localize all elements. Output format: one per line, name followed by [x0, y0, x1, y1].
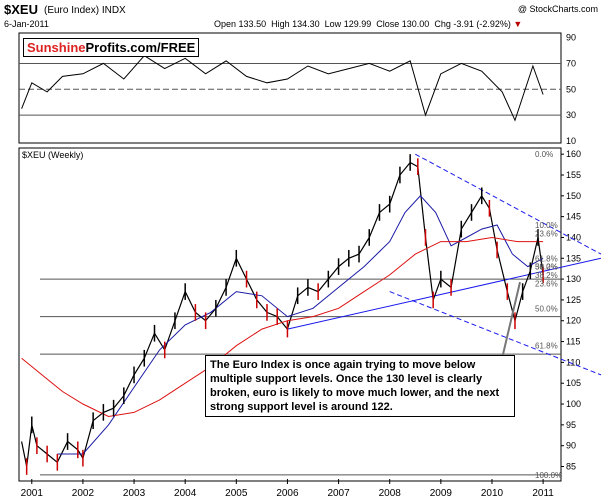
rsi-tick-label: 10 [566, 136, 576, 146]
ohlc-readout: Open 133.50 High 134.30 Low 129.99 Close… [214, 19, 522, 29]
chart-note: The Euro Index is once again trying to m… [205, 355, 515, 417]
chg-value: -3.91 (-2.92%) [453, 19, 511, 29]
rsi-line [21, 55, 544, 122]
x-tick-label: 2003 [123, 488, 146, 499]
price-tick-label: 90 [566, 441, 576, 451]
price-tick-label: 120 [566, 316, 581, 326]
fib-label: 23.6% [535, 279, 558, 288]
price-tick-label: 95 [566, 420, 576, 430]
index-name: (Euro Index) [44, 5, 100, 16]
series-line-ma50 [57, 195, 544, 455]
price-tick-label: 105 [566, 378, 581, 388]
rsi-tick-label: 50 [566, 84, 576, 94]
chart-name: (Euro Index) INDX [44, 5, 126, 16]
x-tick-label: 2006 [276, 488, 299, 499]
rsi-tick-label: 30 [566, 110, 576, 120]
rsi-tick-label: 90 [566, 33, 576, 43]
price-tick-label: 100 [566, 399, 581, 409]
close-label: Close [376, 19, 400, 29]
price-tick-label: 130 [566, 274, 581, 284]
fib-label: 38.2% [535, 263, 558, 272]
rsi-layer: 90 70 50 30 10 [19, 33, 576, 146]
x-tick-label: 2009 [430, 488, 453, 499]
fib-label: 23.6% [535, 229, 558, 238]
price-tick-label: 115 [566, 337, 580, 347]
price-tick-label: 85 [566, 462, 576, 472]
price-tick-label: 160 [566, 149, 581, 159]
down-arrow-icon: ▼ [513, 19, 523, 29]
x-tick-label: 2011 [532, 488, 554, 499]
price-panel-title: $XEU (Weekly) [22, 150, 83, 160]
fib-label: 38.2% [535, 271, 558, 280]
x-tick-label: 2005 [225, 488, 248, 499]
copyright: @ StockCharts.com [517, 4, 598, 14]
x-tick-label: 2002 [72, 488, 95, 499]
exchange: INDX [101, 5, 126, 16]
price-tick-label: 145 [566, 212, 581, 222]
chart-symbol: $XEU [4, 2, 38, 17]
price-tick-label: 135 [566, 253, 581, 263]
fib-label: 100.0% [535, 471, 562, 480]
fib-label: 50.0% [535, 304, 558, 313]
trend-support-line [287, 257, 602, 330]
price-tick-label: 150 [566, 191, 581, 201]
high-value: 134.30 [292, 19, 320, 29]
channel-upper-line [415, 153, 602, 255]
close-value: 130.00 [401, 19, 430, 29]
open-value: 133.50 [238, 19, 267, 29]
price-tick-label: 110 [566, 357, 580, 367]
fib-label: 10.0% [535, 221, 558, 230]
price-tick-label: 140 [566, 232, 581, 242]
rsi-tick-label: 70 [566, 58, 576, 68]
price-tick-label: 155 [566, 170, 581, 180]
high-label: High [271, 19, 290, 29]
brand-part2: Profits.com/FREE [85, 40, 196, 55]
fib-label: 0.0% [535, 150, 553, 159]
x-axis: 2001 2002 2003 2004 2005 2006 2007 2008 2009 2010… [21, 479, 554, 499]
price-tick-label: 125 [566, 295, 581, 305]
x-tick-label: 2004 [174, 488, 197, 499]
price-layer: 160 155 150 145 140 135 130 125 120 115 110 105 100 9… [21, 149, 602, 480]
fib-label: 50.0% [535, 263, 558, 272]
brand-logo: SunshineProfits.com/FREE [23, 38, 200, 57]
x-tick-label: 2001 [21, 488, 44, 499]
chg-label: Chg [434, 19, 451, 29]
fib-label: 61.8% [535, 342, 558, 351]
x-tick-label: 2010 [481, 488, 504, 499]
brand-part1: Sunshine [27, 40, 86, 55]
low-value: 129.99 [343, 19, 372, 29]
series-line-ma200 [21, 236, 544, 418]
x-tick-label: 2007 [327, 488, 350, 499]
low-label: Low [324, 19, 342, 29]
x-tick-label: 2008 [379, 488, 402, 499]
chart-date: 6-Jan-2011 [4, 19, 49, 29]
price-panel-frame [18, 147, 562, 482]
channel-lower-line [389, 291, 602, 376]
open-label: Open [214, 19, 237, 29]
fib-label: 61.8% [535, 254, 558, 263]
